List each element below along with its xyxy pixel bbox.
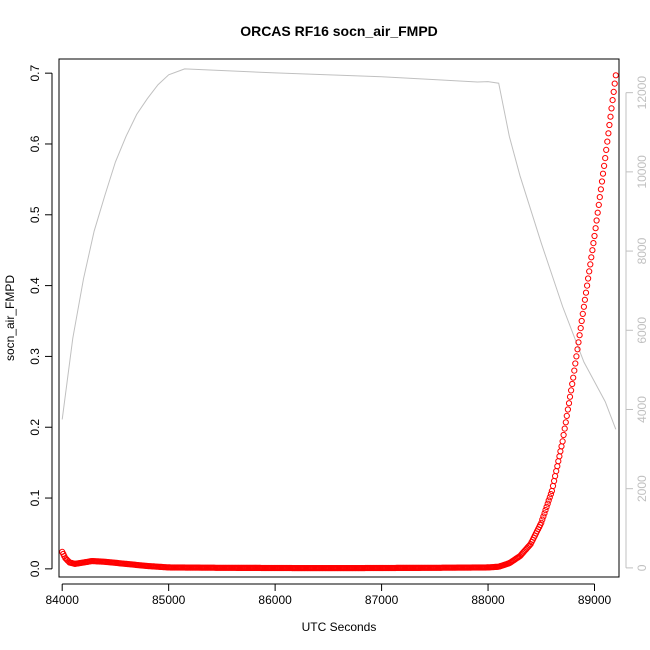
data-point [596, 194, 603, 201]
y-tick-label: 0.5 [28, 206, 42, 223]
data-point [543, 503, 550, 510]
data-point [611, 80, 618, 87]
data-point [580, 303, 588, 310]
data-point [598, 178, 606, 185]
x-tick-label: 88000 [471, 593, 505, 607]
data-point [579, 310, 586, 317]
data-point [607, 113, 614, 120]
data-point [609, 97, 616, 104]
data-point [544, 500, 551, 507]
y2-tick-label: 6000 [635, 317, 649, 344]
data-point [594, 209, 601, 216]
data-point [541, 510, 548, 517]
y-tick-label: 0.0 [28, 560, 42, 577]
data-point [602, 155, 609, 162]
data-point [601, 162, 608, 169]
data-point [590, 240, 597, 247]
y2-tick-label: 12000 [635, 76, 649, 110]
data-point [539, 516, 546, 523]
data-point [542, 507, 549, 514]
axes-layer: 84000 85000 86000 87000 88000 89000 0.0 0.1 0.2 0… [28, 64, 649, 607]
data-point [570, 374, 577, 381]
data-point [569, 380, 576, 388]
plot-frame [58, 58, 620, 578]
data-point [592, 225, 599, 232]
data-point [612, 72, 619, 79]
x-tick-label: 84000 [46, 593, 80, 607]
x-tick-label: 89000 [578, 593, 612, 607]
data-point [575, 339, 582, 346]
data-point [603, 146, 610, 153]
data-point [562, 419, 569, 426]
x-tick-label: 86000 [258, 593, 292, 607]
data-point [564, 406, 572, 413]
y-tick-label: 0.7 [28, 64, 42, 81]
data-point [584, 282, 591, 289]
data-point [599, 170, 607, 177]
data-point [604, 138, 611, 145]
y-axis-label: socn_air_FMPD [3, 275, 17, 361]
y-tick-label: 0.2 [28, 419, 42, 436]
data-point [581, 296, 589, 303]
data-point [572, 360, 579, 367]
x-axis-label: UTC Seconds [302, 620, 377, 634]
data-point [540, 513, 547, 520]
data-point [605, 130, 612, 137]
y2-tick-label: 0 [635, 564, 649, 571]
y-tick-label: 0.4 [28, 277, 42, 294]
data-point [545, 497, 552, 504]
data-point [595, 201, 602, 208]
y2-tick-label: 4000 [635, 396, 649, 423]
data-point [587, 261, 594, 268]
x-tick-label: 87000 [365, 593, 399, 607]
altitude-series-line [61, 68, 617, 430]
data-point [582, 289, 590, 296]
data-point [577, 325, 584, 332]
series-layer [59, 68, 619, 572]
data-point [560, 431, 567, 439]
data-point [559, 438, 566, 445]
data-point [568, 387, 575, 394]
data-point [561, 425, 568, 432]
y-tick-label: 0.3 [28, 348, 42, 365]
data-point [538, 519, 545, 526]
data-point [585, 275, 592, 282]
data-point [546, 494, 553, 501]
y2-tick-label: 10000 [635, 155, 649, 189]
data-point [597, 186, 605, 193]
data-point [573, 353, 580, 360]
data-point [578, 317, 585, 325]
data-point [593, 217, 600, 224]
data-point [565, 400, 573, 407]
data-point [566, 393, 574, 400]
data-point [610, 88, 617, 96]
data-point [589, 247, 596, 254]
data-point [547, 491, 555, 498]
y2-tick-label: 2000 [635, 475, 649, 502]
data-point [586, 268, 593, 275]
data-point [608, 105, 615, 112]
y-tick-label: 0.1 [28, 489, 42, 506]
data-point [563, 412, 570, 419]
data-point [606, 121, 613, 129]
data-point [571, 367, 578, 374]
data-point [591, 232, 598, 240]
data-point [588, 254, 595, 261]
chart-title: ORCAS RF16 socn_air_FMPD [240, 23, 438, 39]
x-tick-label: 85000 [152, 593, 186, 607]
y-tick-label: 0.6 [28, 135, 42, 152]
y2-tick-label: 8000 [635, 237, 649, 264]
data-point [574, 346, 581, 353]
data-point [576, 332, 583, 339]
